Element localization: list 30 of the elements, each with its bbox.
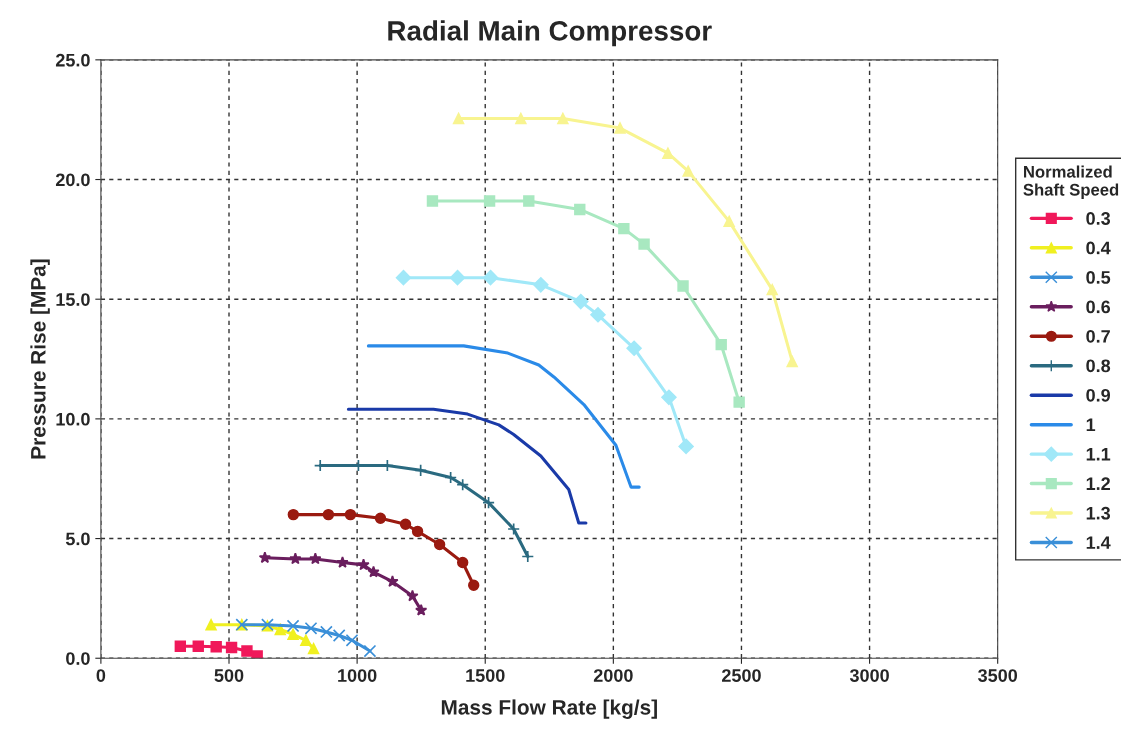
x-axis-title: Mass Flow Rate [kg/s] xyxy=(441,699,657,719)
legend-label: 1.1 xyxy=(1086,448,1111,461)
legend-label: 0.5 xyxy=(1086,271,1111,284)
y-tick-label: 20.0 xyxy=(55,173,90,187)
legend-label: 1.3 xyxy=(1086,506,1111,520)
y-tick-label: 10.0 xyxy=(56,412,90,426)
y-tick-label: 15.0 xyxy=(56,293,90,306)
legend-label: 1 xyxy=(1086,418,1096,431)
x-tick-label: 1500 xyxy=(466,669,505,682)
y-axis-title: Pressure Rise [MPa] xyxy=(30,259,50,459)
legend-label: 0.3 xyxy=(1086,212,1111,225)
legend-label: 0.9 xyxy=(1086,388,1111,402)
legend-label: 0.7 xyxy=(1086,329,1110,343)
legend-label: 1.4 xyxy=(1086,536,1111,549)
legend-title: Normalized Shaft Speed xyxy=(1023,165,1119,199)
x-tick-label: 3500 xyxy=(978,669,1018,682)
x-tick-label: 0 xyxy=(96,669,106,682)
chart-title: Radial Main Compressor xyxy=(388,20,712,47)
legend-label: 0.6 xyxy=(1086,300,1111,314)
y-tick-label: 25.0 xyxy=(55,53,90,67)
legend-label: 0.4 xyxy=(1086,241,1111,255)
x-tick-label: 1000 xyxy=(338,669,377,682)
y-tick-label: 0.0 xyxy=(66,652,90,665)
x-tick-label: 3000 xyxy=(849,669,889,682)
y-tick-label: 5.0 xyxy=(65,532,90,546)
x-tick-label: 2000 xyxy=(593,669,633,682)
x-tick-label: 2500 xyxy=(722,669,761,682)
x-tick-label: 500 xyxy=(214,669,244,682)
legend-label: 1.2 xyxy=(1086,477,1110,490)
legend-label: 0.8 xyxy=(1086,359,1111,373)
